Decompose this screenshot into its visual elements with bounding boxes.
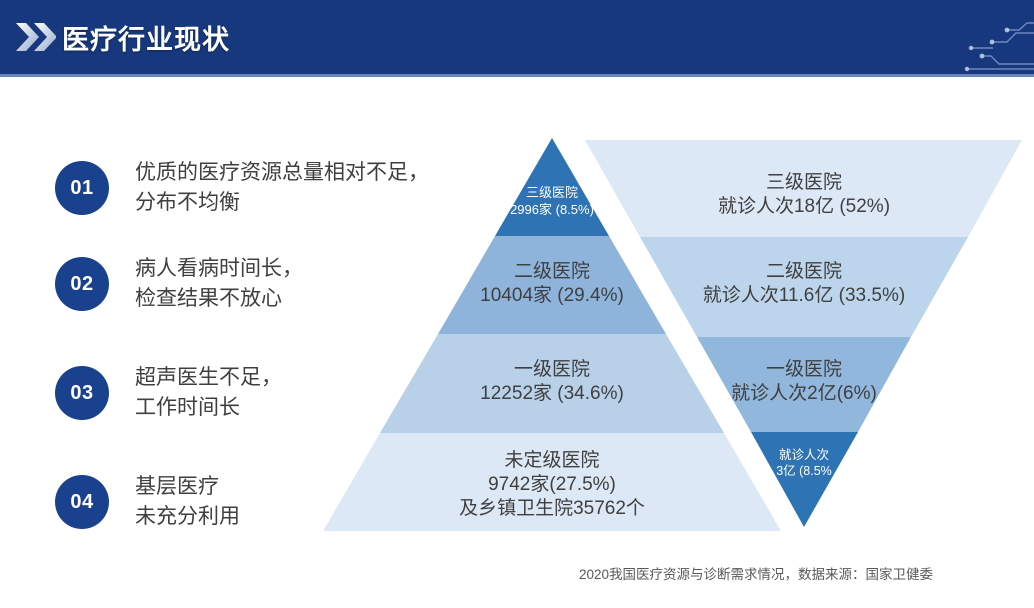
issue-text: 病人看病时间长， 检查结果不放心 xyxy=(135,254,303,314)
double-chevron-right-icon xyxy=(16,23,56,51)
pyramid-level-tier2-visits xyxy=(640,237,968,337)
issue-number-badge: 01 xyxy=(55,161,109,215)
pyramid-level-ungraded-hospitals xyxy=(323,433,781,531)
visit-count-pyramid: 三级医院 就诊人次18亿 (52%) 二级医院 就诊人次11.6亿 (33.5%… xyxy=(585,140,1022,527)
issue-line: 基层医疗 xyxy=(135,475,219,498)
level-label: 二级医院 xyxy=(514,260,590,282)
level-value: 9742家(27.5%) xyxy=(488,473,616,495)
pyramid-level-tier1-visits xyxy=(697,337,911,432)
level-label: 三级医院 xyxy=(526,185,578,200)
pyramid-level-base-visits xyxy=(751,432,858,527)
level-label: 未定级医院 xyxy=(504,449,599,471)
level-label: 三级医院 xyxy=(766,171,842,193)
title-bar: 医疗行业现状 xyxy=(0,0,1034,77)
level-label: 一级医院 xyxy=(514,358,590,380)
issue-item-2: 02 病人看病时间长， 检查结果不放心 xyxy=(55,257,303,311)
level-value: 就诊人次18亿 (52%) xyxy=(718,195,890,217)
issue-text: 超声医生不足， 工作时间长 xyxy=(135,363,282,423)
pyramid-level-tier3-hospitals xyxy=(495,138,609,236)
issue-text: 优质的医疗资源总量相对不足， 分布不均衡 xyxy=(135,158,429,218)
issue-text: 基层医疗 未充分利用 xyxy=(135,472,240,532)
level-value: 3亿 (8.5% xyxy=(776,463,832,478)
issue-line: 分布不均衡 xyxy=(135,191,240,214)
issue-number-badge: 04 xyxy=(55,475,109,529)
issue-number-badge: 02 xyxy=(55,257,109,311)
issue-item-4: 04 基层医疗 未充分利用 xyxy=(55,475,240,529)
issue-item-1: 01 优质的医疗资源总量相对不足， 分布不均衡 xyxy=(55,161,429,215)
pyramid-level-tier1-hospitals xyxy=(380,334,724,433)
level-value: 2996家 (8.5%) xyxy=(510,202,594,217)
level-value: 就诊人次2亿(6%) xyxy=(731,382,877,404)
circuit-lines-icon xyxy=(964,22,1034,72)
issue-line: 未充分利用 xyxy=(135,505,240,528)
hospital-count-pyramid: 三级医院 2996家 (8.5%) 二级医院 10404家 (29.4%) 一级… xyxy=(323,138,781,531)
issue-line: 病人看病时间长， xyxy=(135,257,303,280)
level-label: 二级医院 xyxy=(766,260,842,282)
page-title: 医疗行业现状 xyxy=(62,24,230,55)
level-value: 10404家 (29.4%) xyxy=(480,284,624,306)
pyramid-level-tier3-visits xyxy=(585,140,1022,237)
issue-line: 超声医生不足， xyxy=(135,366,282,389)
level-value: 12252家 (34.6%) xyxy=(480,382,624,404)
issue-item-3: 03 超声医生不足， 工作时间长 xyxy=(55,366,282,420)
issue-line: 优质的医疗资源总量相对不足， xyxy=(135,161,429,184)
issue-line: 工作时间长 xyxy=(135,396,240,419)
level-label: 就诊人次 xyxy=(779,447,829,462)
level-label: 一级医院 xyxy=(766,358,842,380)
issue-line: 检查结果不放心 xyxy=(135,287,282,310)
level-extra: 及乡镇卫生院35762个 xyxy=(459,497,645,519)
level-value: 就诊人次11.6亿 (33.5%) xyxy=(703,284,905,306)
pyramid-level-tier2-hospitals xyxy=(438,236,666,334)
issue-number-badge: 03 xyxy=(55,366,109,420)
data-source-note: 2020我国医疗资源与诊断需求情况，数据来源：国家卫健委 xyxy=(578,567,933,582)
